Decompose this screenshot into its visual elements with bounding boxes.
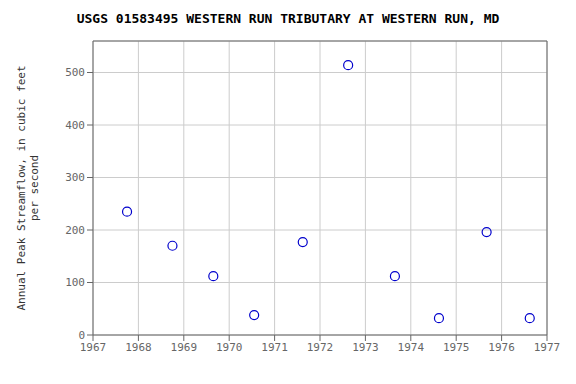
- svg-text:400: 400: [65, 119, 85, 132]
- svg-text:1977: 1977: [534, 341, 561, 354]
- svg-text:100: 100: [65, 276, 85, 289]
- svg-text:1967: 1967: [80, 341, 107, 354]
- svg-text:0: 0: [78, 329, 85, 342]
- svg-text:1973: 1973: [352, 341, 379, 354]
- svg-text:1968: 1968: [125, 341, 152, 354]
- svg-text:1974: 1974: [398, 341, 425, 354]
- svg-text:Annual Peak Streamflow, in cub: Annual Peak Streamflow, in cubic feetper…: [14, 65, 40, 310]
- svg-text:1970: 1970: [216, 341, 243, 354]
- html-text:USGS 01583495 WESTERN RUN TRIB: USGS 01583495 WESTERN RUN TRIBUTARY AT W…: [76, 11, 500, 26]
- svg-text:200: 200: [65, 224, 85, 237]
- svg-text:1971: 1971: [261, 341, 288, 354]
- svg-text:500: 500: [65, 66, 85, 79]
- svg-text:1976: 1976: [488, 341, 515, 354]
- svg-text:300: 300: [65, 171, 85, 184]
- svg-text:1975: 1975: [443, 341, 470, 354]
- svg-text:1969: 1969: [171, 341, 198, 354]
- svg-text:1972: 1972: [307, 341, 334, 354]
